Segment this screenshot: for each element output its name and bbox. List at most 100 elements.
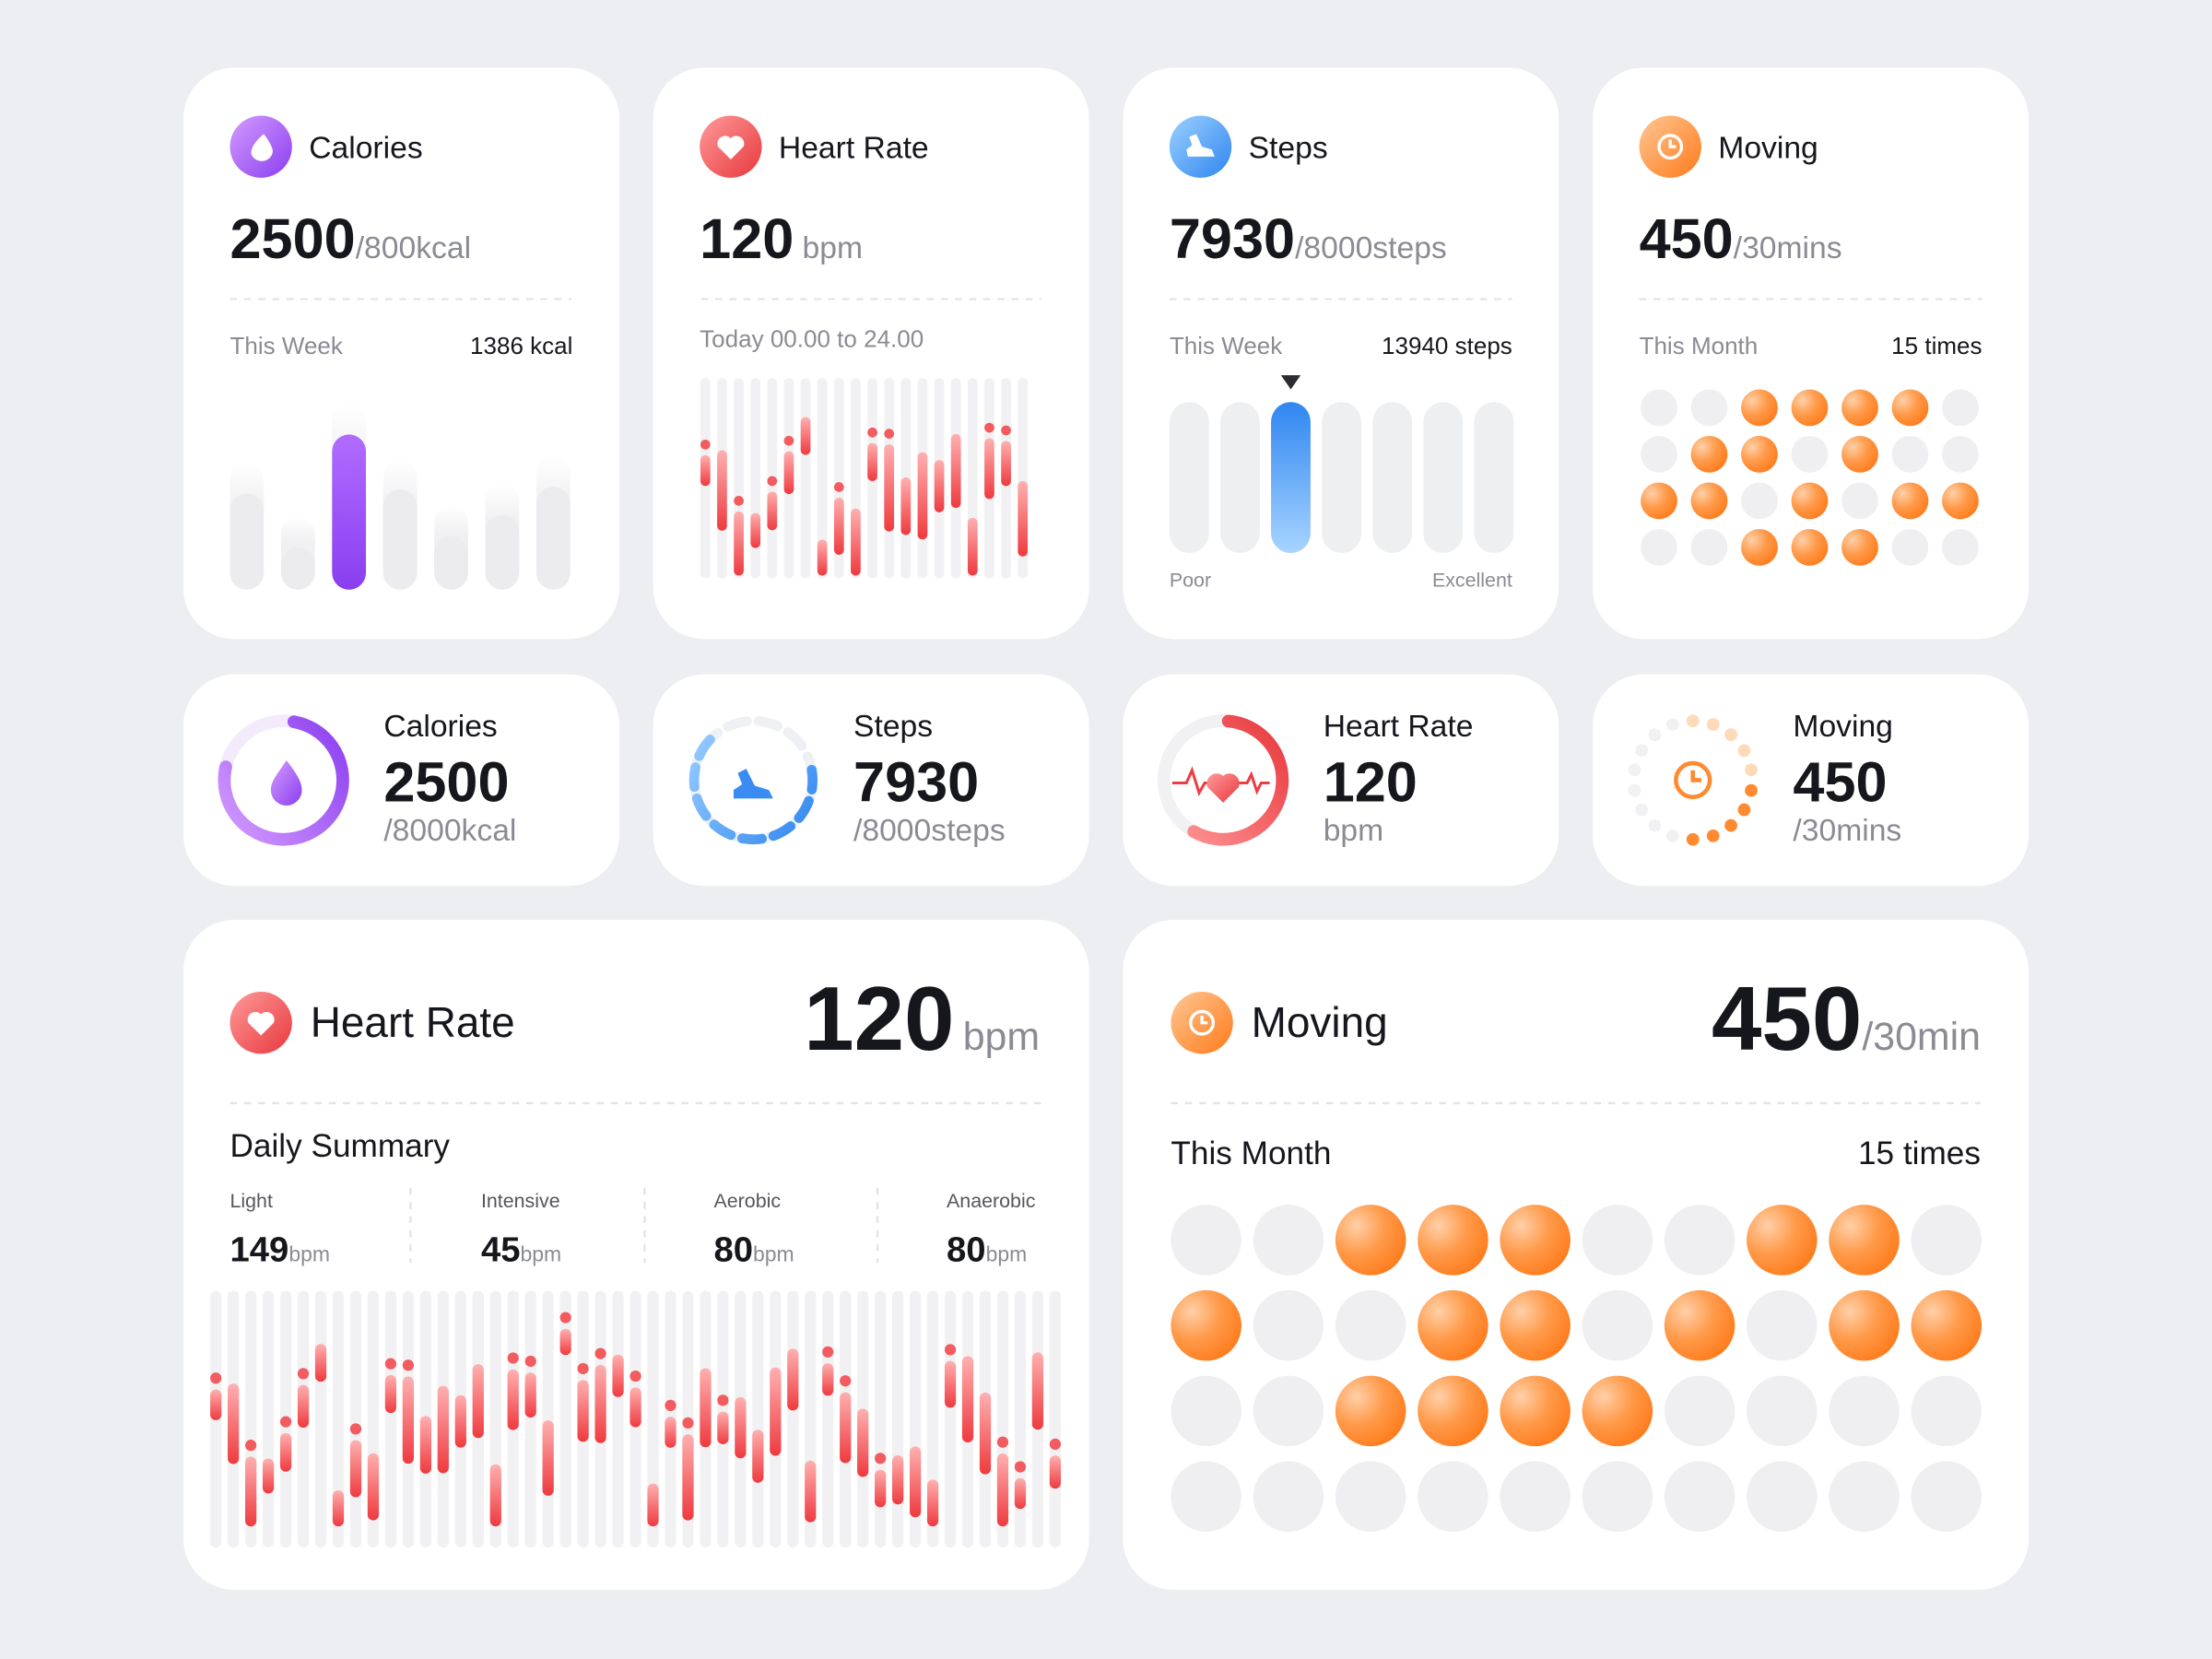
- text: 13940 steps: [1382, 332, 1512, 359]
- heart-rate-dot: [767, 476, 778, 487]
- text: Calories: [383, 710, 497, 744]
- value: 120: [700, 207, 794, 270]
- text: 1386 kcal: [470, 332, 572, 359]
- heart-rate-segment: [851, 508, 861, 576]
- ring-dot: [1706, 718, 1720, 731]
- heart-rate-segment: [770, 1367, 782, 1456]
- bar: [332, 434, 367, 590]
- ring-icon: [1674, 760, 1712, 800]
- heart-rate-segment: [840, 1392, 852, 1464]
- heart-rate-segment: [454, 1394, 466, 1448]
- text: /8000kcal: [383, 814, 516, 848]
- day-dot: [1500, 1375, 1571, 1447]
- card: [653, 67, 1089, 640]
- bar-track: [800, 378, 811, 579]
- ring-value: 2500: [383, 750, 509, 813]
- heart-rate-segment: [717, 450, 727, 531]
- text: Heart Rate: [1324, 710, 1474, 744]
- text: Anaerobic: [947, 1190, 1036, 1212]
- ring-value: 450: [1793, 750, 1887, 813]
- day-dot: [1891, 435, 1929, 473]
- ring-progress: [688, 715, 818, 845]
- heart-rate-segment: [984, 438, 994, 500]
- unit: /30min: [1862, 1015, 1981, 1059]
- card-value: 450/30min: [1712, 968, 1981, 1069]
- day-dot: [1741, 482, 1778, 520]
- bar-track: [892, 1290, 904, 1548]
- heart-rate-segment: [787, 1348, 799, 1411]
- heart-rate-segment: [559, 1328, 571, 1356]
- icon-glyph: [247, 1011, 275, 1036]
- day-dot: [1641, 435, 1677, 473]
- text: This Week: [1170, 332, 1283, 359]
- ring-dot: [1665, 718, 1679, 731]
- ring-unit: bpm: [1324, 814, 1383, 848]
- card: [653, 674, 1089, 887]
- zone-label: Intensive: [481, 1190, 560, 1212]
- value: 450: [1712, 968, 1862, 1069]
- heart-rate-segment: [489, 1464, 501, 1527]
- ring-dot: [1628, 783, 1641, 797]
- bar-track: [262, 1290, 275, 1548]
- card-title: Moving: [1718, 131, 1818, 165]
- scale-label: Poor: [1170, 570, 1211, 592]
- bar-track: [750, 378, 761, 579]
- day-dot: [1582, 1289, 1653, 1361]
- bar-track: [384, 1290, 397, 1548]
- heart-rate-segment: [752, 1430, 764, 1483]
- heart-rate-dot: [349, 1423, 362, 1435]
- heart-rate-segment: [950, 433, 961, 509]
- ring-dot: [1628, 763, 1641, 777]
- day-dot: [1690, 482, 1728, 520]
- ring-unit: /8000kcal: [383, 814, 516, 848]
- heart-rate-segment: [524, 1372, 536, 1418]
- bar-track: [817, 378, 828, 579]
- day-dot: [1664, 1205, 1735, 1276]
- heart-rate-dot: [682, 1417, 694, 1430]
- day-dot: [1500, 1205, 1571, 1276]
- ring-dot: [1648, 728, 1662, 742]
- ring-icon: [1690, 770, 1701, 782]
- heart-rate-dot: [822, 1346, 834, 1359]
- bar-track: [787, 1290, 799, 1548]
- day-dot: [1741, 389, 1778, 427]
- unit: bpm: [753, 1241, 794, 1265]
- heart-rate-segment: [867, 442, 877, 481]
- ring-dot: [1706, 829, 1720, 842]
- heart-rate-segment: [279, 1432, 292, 1472]
- day-dot: [1500, 1461, 1571, 1532]
- day-dot: [1791, 389, 1829, 427]
- rings: [218, 714, 1758, 846]
- heart-rate-dot: [665, 1399, 677, 1412]
- text: Calories: [309, 131, 422, 165]
- day-dot: [1747, 1289, 1818, 1361]
- heart-rate-segment: [367, 1453, 380, 1521]
- text: Poor: [1170, 570, 1211, 592]
- heart-rate-segment: [979, 1392, 992, 1475]
- day-dot: [1641, 528, 1677, 566]
- heart-rate-segment: [892, 1454, 904, 1505]
- heart-rate-segment: [612, 1354, 624, 1397]
- day-dot: [1253, 1289, 1324, 1361]
- bar: [434, 535, 468, 590]
- ring-icon: [270, 760, 302, 806]
- value: 120: [804, 968, 954, 1069]
- day-dot: [1942, 482, 1979, 520]
- ring-dot: [1724, 818, 1737, 832]
- text: Heart Rate: [311, 998, 515, 1046]
- day-dot: [1664, 1461, 1735, 1532]
- card-value: 120 bpm: [804, 968, 1040, 1069]
- heart-rate-dot: [524, 1355, 536, 1368]
- period-total: 15 times: [1891, 332, 1982, 359]
- day-dot: [1841, 435, 1878, 473]
- heart-rate-dot: [402, 1359, 415, 1371]
- day-dot: [1582, 1375, 1653, 1447]
- heart-rate-segment: [1049, 1455, 1062, 1489]
- text: Light: [229, 1190, 272, 1212]
- period-label: Today 00.00 to 24.00: [700, 325, 924, 353]
- unit: bpm: [288, 1241, 330, 1265]
- heart-rate-segment: [735, 1396, 747, 1459]
- heart-rate-segment: [800, 417, 811, 455]
